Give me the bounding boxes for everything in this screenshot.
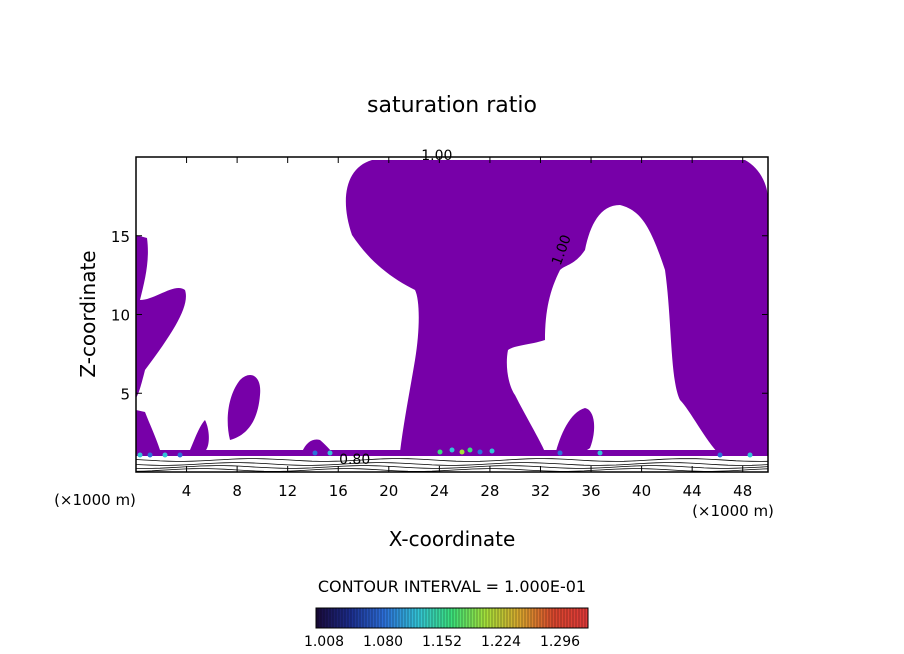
- colorbar-label: 1.296: [540, 634, 580, 650]
- x-tick-label: 32: [531, 482, 550, 500]
- x-axis-ticks: 4 8 12 16 20 24 28 32 36 40 44 48: [182, 157, 752, 500]
- hot-spot-9: [467, 447, 473, 453]
- surface-band: [136, 450, 768, 456]
- y-axis-label: Z-coordinate: [76, 250, 100, 377]
- x-unit-right: (×1000 m): [692, 502, 774, 520]
- supersaturated-region: [136, 160, 768, 456]
- x-tick-label: 4: [182, 482, 192, 500]
- fill-region-3: [227, 375, 261, 440]
- x-tick-label: 48: [733, 482, 752, 500]
- hot-spot-0: [137, 452, 143, 458]
- hot-spot-15: [747, 452, 753, 458]
- y-tick-label: 15: [111, 228, 130, 246]
- hot-spot-12: [557, 450, 563, 456]
- hot-spot-4: [312, 450, 318, 456]
- x-axis-label: X-coordinate: [389, 527, 516, 551]
- hot-spot-13: [597, 450, 603, 456]
- colorbar-labels: 1.008 1.080 1.152 1.224 1.296: [304, 634, 580, 650]
- y-tick-label: 5: [120, 385, 130, 403]
- x-tick-label: 8: [232, 482, 242, 500]
- fill-region-2: [136, 410, 160, 452]
- hot-spot-1: [147, 452, 153, 458]
- x-tick-label: 28: [480, 482, 499, 500]
- x-tick-label: 20: [379, 482, 398, 500]
- fill-region-4: [190, 420, 209, 450]
- hot-spot-2: [162, 452, 168, 458]
- contour-label: 0.80: [339, 452, 370, 468]
- contour-interval-text: CONTOUR INTERVAL = 1.000E-01: [318, 577, 586, 596]
- hot-spot-10: [477, 449, 483, 455]
- y-axis-ticks: 5 10 15: [111, 228, 768, 403]
- x-tick-label: 44: [683, 482, 702, 500]
- x-tick-label: 40: [632, 482, 651, 500]
- hot-spot-14: [717, 452, 723, 458]
- low-contour-0: [136, 458, 768, 462]
- x-unit-left: (×1000 m): [54, 491, 136, 509]
- low-contour-lines: [136, 458, 768, 472]
- colorbar-label: 1.080: [363, 634, 403, 650]
- low-contour-2: [136, 465, 768, 469]
- hot-spot-5: [327, 450, 333, 456]
- x-tick-label: 12: [278, 482, 297, 500]
- low-contour-3: [136, 468, 768, 472]
- plot-area: [136, 160, 768, 472]
- y-tick-label: 10: [111, 307, 130, 325]
- hot-spot-11: [489, 448, 495, 454]
- contour-label: 1.00: [421, 148, 452, 164]
- fill-region-0: [345, 160, 768, 455]
- chart-title: saturation ratio: [367, 93, 537, 118]
- low-contour-1: [136, 462, 768, 466]
- colorbar-label: 1.152: [422, 634, 462, 650]
- colorbar-label: 1.224: [481, 634, 521, 650]
- colorbar-label: 1.008: [304, 634, 344, 650]
- hot-spot-3: [177, 452, 183, 458]
- hot-spot-8: [459, 449, 465, 455]
- high-value-spots: [137, 447, 753, 458]
- fill-region-5: [302, 439, 332, 452]
- colorbar-stripes: [317, 608, 586, 628]
- hot-spot-7: [449, 447, 455, 453]
- x-tick-label: 36: [581, 482, 600, 500]
- fill-region-6: [555, 408, 595, 455]
- fill-region-7: [512, 430, 526, 443]
- hot-spot-6: [437, 449, 443, 455]
- fill-region-1: [136, 235, 186, 398]
- x-tick-label: 24: [430, 482, 449, 500]
- x-tick-label: 16: [329, 482, 348, 500]
